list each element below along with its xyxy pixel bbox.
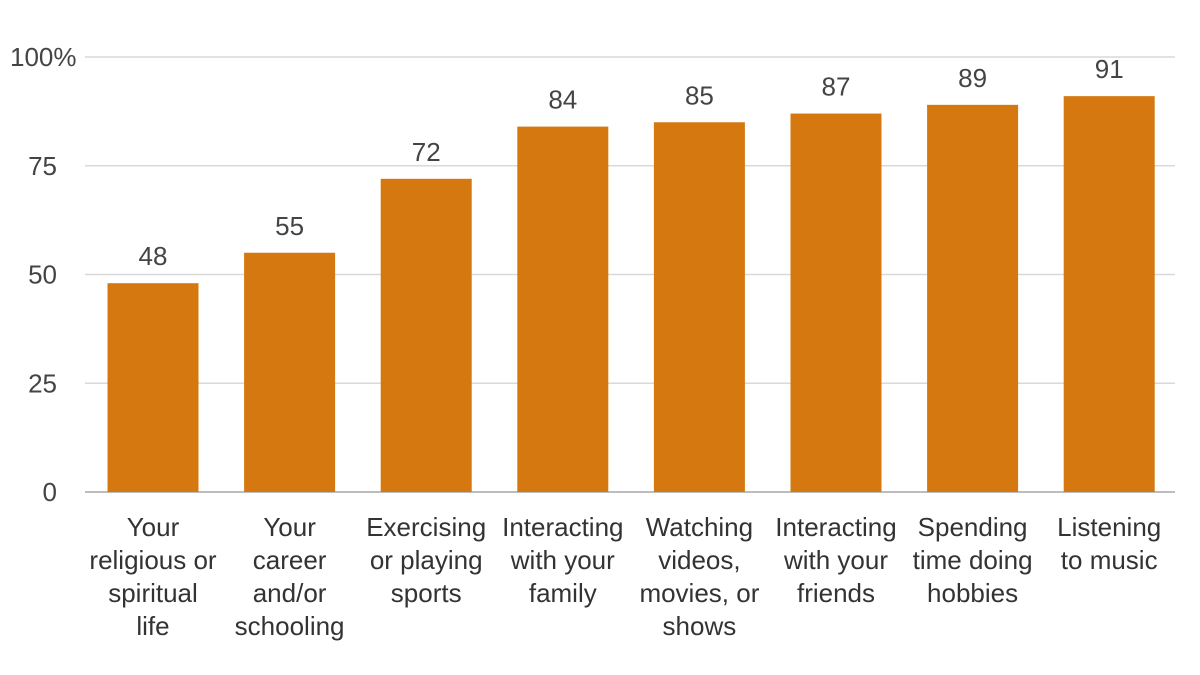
category-label-8-line-2: to music <box>1061 545 1158 575</box>
category-label-1-line-3: spiritual <box>108 578 198 608</box>
data-label-8: 91 <box>1095 54 1124 84</box>
y-tick-label-75: 75 <box>28 151 57 181</box>
category-label-5-line-1: Watching <box>646 512 753 542</box>
category-label-7-line-1: Spending <box>918 512 1028 542</box>
data-label-4: 84 <box>548 85 577 115</box>
category-label-3: Exercising or playing sports <box>366 512 486 608</box>
category-label-5-line-2: videos, <box>658 545 740 575</box>
data-labels: 48 55 72 84 85 87 89 91 <box>139 54 1124 271</box>
data-label-2: 55 <box>275 211 304 241</box>
bar-6 <box>790 113 882 493</box>
category-label-6-line-1: Interacting <box>775 512 896 542</box>
category-label-6-line-2: with your <box>783 545 888 575</box>
category-label-2-line-3: and/or <box>253 578 327 608</box>
category-label-2-line-2: career <box>253 545 327 575</box>
bars <box>107 96 1155 493</box>
data-label-1: 48 <box>139 241 168 271</box>
category-label-3-line-2: or playing <box>370 545 483 575</box>
bar-4 <box>517 126 609 492</box>
bar-3 <box>380 178 472 493</box>
y-tick-label-50: 50 <box>28 260 57 290</box>
data-label-6: 87 <box>822 72 851 102</box>
bar-2 <box>244 252 336 492</box>
bar-7 <box>927 104 1019 492</box>
category-label-6: Interacting with your friends <box>775 512 896 608</box>
category-label-4: Interacting with your family <box>502 512 623 608</box>
category-label-8-line-1: Listening <box>1057 512 1161 542</box>
category-label-2-line-4: schooling <box>235 611 345 641</box>
category-label-4-line-1: Interacting <box>502 512 623 542</box>
category-label-7: Spending time doing hobbies <box>913 512 1033 608</box>
category-label-3-line-1: Exercising <box>366 512 486 542</box>
y-tick-label-0: 0 <box>43 477 57 507</box>
category-label-2: Your career and/or schooling <box>235 512 345 641</box>
category-label-5: Watching videos, movies, or shows <box>639 512 759 641</box>
data-label-5: 85 <box>685 80 714 110</box>
bar-5 <box>653 122 745 492</box>
category-label-1-line-1: Your <box>127 512 180 542</box>
bar-8 <box>1063 96 1155 493</box>
category-label-6-line-3: friends <box>797 578 875 608</box>
y-axis-tick-labels: 0 25 50 75 100% <box>10 42 77 507</box>
category-label-8: Listening to music <box>1057 512 1161 575</box>
data-label-3: 72 <box>412 137 441 167</box>
category-label-4-line-2: with your <box>510 545 615 575</box>
category-label-5-line-4: shows <box>663 611 737 641</box>
data-label-7: 89 <box>958 63 987 93</box>
category-label-5-line-3: movies, or <box>639 578 759 608</box>
category-label-4-line-3: family <box>529 578 597 608</box>
bar-1 <box>107 283 199 492</box>
category-label-1: Your religious or spiritual life <box>89 512 217 641</box>
category-label-3-line-3: sports <box>391 578 462 608</box>
y-tick-label-100: 100% <box>10 42 77 72</box>
category-label-1-line-4: life <box>136 611 169 641</box>
category-label-2-line-1: Your <box>263 512 316 542</box>
category-label-1-line-2: religious or <box>89 545 217 575</box>
category-label-7-line-2: time doing <box>913 545 1033 575</box>
category-label-7-line-3: hobbies <box>927 578 1018 608</box>
y-tick-label-25: 25 <box>28 368 57 398</box>
